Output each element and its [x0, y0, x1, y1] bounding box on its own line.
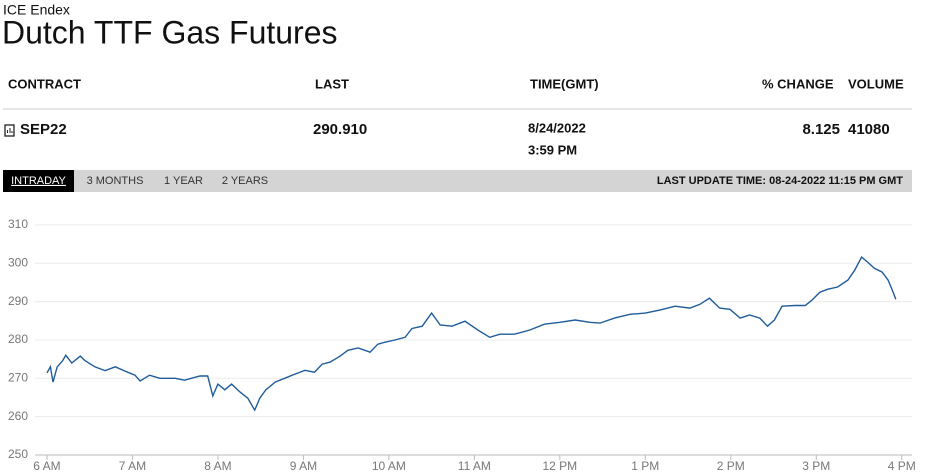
- price-line: [46, 256, 897, 412]
- time: 3:59 PM: [528, 142, 577, 157]
- y-tick-label: 260: [8, 409, 28, 423]
- y-tick-label: 270: [8, 370, 28, 384]
- y-tick-label: 280: [8, 332, 28, 346]
- volume: 41080: [848, 121, 890, 138]
- contract[interactable]: SEP22: [20, 121, 67, 138]
- x-tick-label: 6 AM: [33, 459, 60, 473]
- y-tick-label: 310: [8, 217, 28, 231]
- tab-bar: [3, 170, 912, 192]
- tab[interactable]: INTRADAY: [11, 175, 66, 187]
- column-header: CONTRACT: [8, 76, 81, 91]
- active-tab: [3, 170, 74, 192]
- file-icon: [4, 124, 15, 137]
- x-tick-label: 8 AM: [204, 459, 231, 473]
- x-tick-label: 10 AM: [372, 459, 406, 473]
- column-header: TIME(GMT): [530, 76, 599, 91]
- column-header: LAST: [315, 76, 349, 91]
- change: 8.125: [802, 121, 840, 138]
- y-tick-label: 290: [8, 294, 28, 308]
- column-header: % CHANGE: [762, 76, 834, 91]
- x-tick-label: 1 PM: [631, 459, 659, 473]
- last: 290.910: [313, 121, 367, 138]
- x-tick-label: 4 PM: [888, 459, 916, 473]
- tab[interactable]: 1 YEAR: [164, 175, 203, 187]
- x-tick-label: 9 AM: [290, 459, 317, 473]
- x-tick-label: 3 PM: [802, 459, 830, 473]
- x-tick-label: 11 AM: [458, 459, 491, 473]
- y-tick-label: 250: [8, 447, 28, 461]
- source: ICE Endex: [3, 2, 70, 18]
- date: 8/24/2022: [528, 120, 586, 135]
- tab[interactable]: 3 MONTHS: [87, 175, 144, 187]
- x-tick-label: 12 PM: [542, 459, 577, 473]
- x-tick-label: 2 PM: [717, 459, 745, 473]
- y-tick-label: 300: [8, 255, 28, 269]
- column-header: VOLUME: [848, 76, 904, 91]
- last-update: LAST UPDATE TIME: 08-24-2022 11:15 PM GM…: [657, 175, 903, 187]
- x-tick-label: 7 AM: [119, 459, 146, 473]
- tab[interactable]: 2 YEARS: [222, 175, 268, 187]
- page-title: Dutch TTF Gas Futures: [2, 14, 338, 50]
